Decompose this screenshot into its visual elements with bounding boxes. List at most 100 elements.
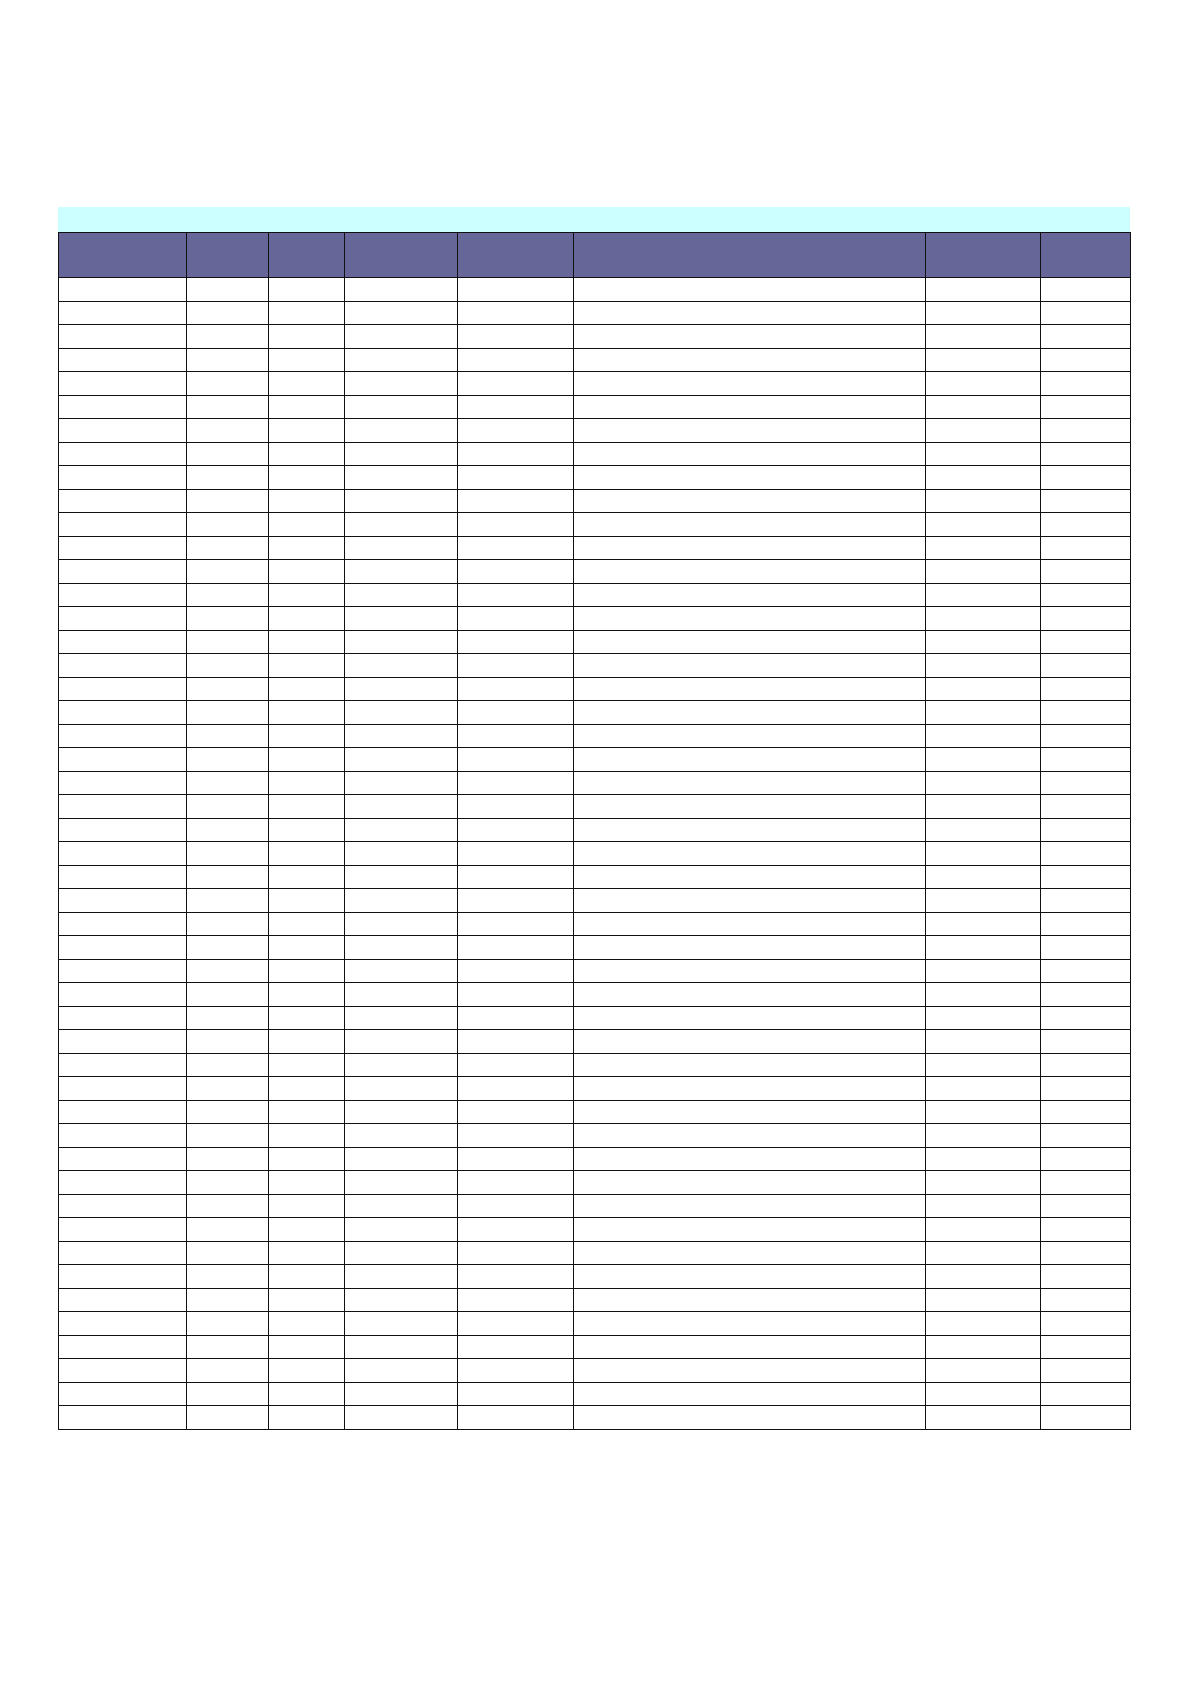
table-cell[interactable] <box>573 723 926 748</box>
table-cell[interactable] <box>1040 1405 1131 1430</box>
table-cell[interactable] <box>344 1146 458 1171</box>
table-cell[interactable] <box>186 1358 269 1383</box>
table-cell[interactable] <box>457 1029 574 1054</box>
table-cell[interactable] <box>925 441 1041 466</box>
table-cell[interactable] <box>457 1123 574 1148</box>
table-cell[interactable] <box>1040 888 1131 913</box>
table-cell[interactable] <box>268 794 345 819</box>
table-cell[interactable] <box>186 465 269 490</box>
table-cell[interactable] <box>344 418 458 443</box>
table-cell[interactable] <box>58 535 187 560</box>
table-cell[interactable] <box>925 1123 1041 1148</box>
table-cell[interactable] <box>1040 723 1131 748</box>
table-cell[interactable] <box>58 1076 187 1101</box>
table-cell[interactable] <box>573 1381 926 1406</box>
table-cell[interactable] <box>573 770 926 795</box>
table-cell[interactable] <box>58 770 187 795</box>
table-cell[interactable] <box>457 888 574 913</box>
table-cell[interactable] <box>457 1005 574 1030</box>
table-cell[interactable] <box>268 1029 345 1054</box>
table-cell[interactable] <box>1040 676 1131 701</box>
table-cell[interactable] <box>457 770 574 795</box>
table-cell[interactable] <box>58 1334 187 1359</box>
table-cell[interactable] <box>58 1099 187 1124</box>
table-cell[interactable] <box>268 1334 345 1359</box>
table-cell[interactable] <box>268 911 345 936</box>
table-cell[interactable] <box>573 935 926 960</box>
table-cell[interactable] <box>1040 1123 1131 1148</box>
table-cell[interactable] <box>186 582 269 607</box>
table-cell[interactable] <box>344 1052 458 1077</box>
table-cell[interactable] <box>186 723 269 748</box>
table-cell[interactable] <box>268 1381 345 1406</box>
table-cell[interactable] <box>268 324 345 349</box>
table-cell[interactable] <box>268 1193 345 1218</box>
table-cell[interactable] <box>573 1240 926 1265</box>
table-cell[interactable] <box>58 911 187 936</box>
table-cell[interactable] <box>186 864 269 889</box>
table-cell[interactable] <box>186 1170 269 1195</box>
table-cell[interactable] <box>268 347 345 372</box>
table-cell[interactable] <box>344 629 458 654</box>
table-cell[interactable] <box>1040 935 1131 960</box>
table-cell[interactable] <box>344 1123 458 1148</box>
table-cell[interactable] <box>457 1146 574 1171</box>
table-cell[interactable] <box>344 911 458 936</box>
table-cell[interactable] <box>186 841 269 866</box>
table-cell[interactable] <box>457 700 574 725</box>
table-cell[interactable] <box>1040 770 1131 795</box>
table-cell[interactable] <box>344 1311 458 1336</box>
table-cell[interactable] <box>344 1076 458 1101</box>
table-cell[interactable] <box>925 324 1041 349</box>
table-cell[interactable] <box>457 606 574 631</box>
table-cell[interactable] <box>1040 629 1131 654</box>
table-cell[interactable] <box>573 1052 926 1077</box>
table-cell[interactable] <box>268 441 345 466</box>
table-cell[interactable] <box>268 747 345 772</box>
table-cell[interactable] <box>186 1240 269 1265</box>
table-cell[interactable] <box>573 582 926 607</box>
table-cell[interactable] <box>58 747 187 772</box>
table-cell[interactable] <box>457 582 574 607</box>
table-cell[interactable] <box>925 1029 1041 1054</box>
table-cell[interactable] <box>58 347 187 372</box>
table-cell[interactable] <box>58 1029 187 1054</box>
table-cell[interactable] <box>925 770 1041 795</box>
table-cell[interactable] <box>268 1076 345 1101</box>
table-cell[interactable] <box>186 488 269 513</box>
table-cell[interactable] <box>58 841 187 866</box>
table-cell[interactable] <box>186 1005 269 1030</box>
table-cell[interactable] <box>457 347 574 372</box>
table-cell[interactable] <box>925 277 1041 302</box>
table-cell[interactable] <box>573 1217 926 1242</box>
table-cell[interactable] <box>268 1287 345 1312</box>
table-cell[interactable] <box>268 982 345 1007</box>
table-cell[interactable] <box>1040 1381 1131 1406</box>
table-cell[interactable] <box>268 300 345 325</box>
table-cell[interactable] <box>58 1264 187 1289</box>
table-cell[interactable] <box>58 1123 187 1148</box>
table-cell[interactable] <box>58 277 187 302</box>
table-cell[interactable] <box>344 1005 458 1030</box>
table-cell[interactable] <box>457 982 574 1007</box>
table-cell[interactable] <box>344 817 458 842</box>
table-cell[interactable] <box>58 1052 187 1077</box>
table-cell[interactable] <box>925 676 1041 701</box>
table-cell[interactable] <box>58 629 187 654</box>
table-cell[interactable] <box>58 723 187 748</box>
table-cell[interactable] <box>344 465 458 490</box>
table-cell[interactable] <box>344 770 458 795</box>
table-cell[interactable] <box>573 1193 926 1218</box>
table-cell[interactable] <box>1040 1217 1131 1242</box>
table-cell[interactable] <box>186 653 269 678</box>
table-cell[interactable] <box>186 911 269 936</box>
table-cell[interactable] <box>1040 1311 1131 1336</box>
table-cell[interactable] <box>1040 982 1131 1007</box>
table-cell[interactable] <box>925 418 1041 443</box>
table-cell[interactable] <box>268 629 345 654</box>
table-cell[interactable] <box>573 1146 926 1171</box>
table-cell[interactable] <box>1040 1052 1131 1077</box>
table-cell[interactable] <box>457 653 574 678</box>
table-cell[interactable] <box>344 394 458 419</box>
table-cell[interactable] <box>344 1405 458 1430</box>
